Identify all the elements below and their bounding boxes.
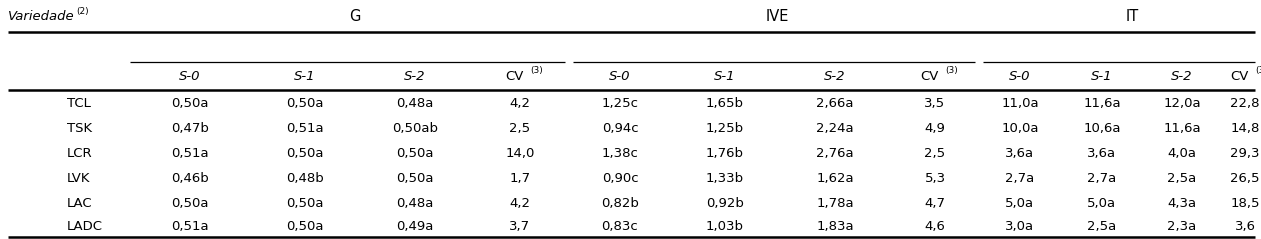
Text: 1,33b: 1,33b	[706, 172, 744, 185]
Text: S-1: S-1	[1091, 70, 1112, 82]
Text: S-2: S-2	[825, 70, 846, 82]
Text: 3,7: 3,7	[509, 220, 531, 233]
Text: 1,76b: 1,76b	[706, 147, 744, 160]
Text: 0,83c: 0,83c	[601, 220, 638, 233]
Text: 0,50a: 0,50a	[396, 147, 434, 160]
Text: 18,5: 18,5	[1231, 197, 1260, 210]
Text: 5,0a: 5,0a	[1005, 197, 1034, 210]
Text: 2,5a: 2,5a	[1168, 172, 1197, 185]
Text: LVK: LVK	[67, 172, 91, 185]
Text: 0,48b: 0,48b	[286, 172, 324, 185]
Text: 1,38c: 1,38c	[601, 147, 638, 160]
Text: 2,7a: 2,7a	[1005, 172, 1034, 185]
Text: 0,90c: 0,90c	[601, 172, 638, 185]
Text: S-2: S-2	[1171, 70, 1193, 82]
Text: CV: CV	[1229, 70, 1248, 82]
Text: Variedade: Variedade	[8, 10, 74, 22]
Text: 2,3a: 2,3a	[1168, 220, 1197, 233]
Text: 2,5: 2,5	[509, 122, 531, 135]
Text: 5,3: 5,3	[924, 172, 946, 185]
Text: 1,62a: 1,62a	[816, 172, 854, 185]
Text: 11,6a: 11,6a	[1083, 97, 1121, 110]
Text: CV: CV	[919, 70, 938, 82]
Text: 0,51a: 0,51a	[286, 122, 324, 135]
Text: S-0: S-0	[1009, 70, 1030, 82]
Text: (3): (3)	[530, 66, 542, 76]
Text: 0,50a: 0,50a	[286, 147, 324, 160]
Text: G: G	[349, 9, 361, 23]
Text: 0,50a: 0,50a	[396, 172, 434, 185]
Text: 0,94c: 0,94c	[601, 122, 638, 135]
Text: 0,50a: 0,50a	[286, 220, 324, 233]
Text: 2,7a: 2,7a	[1087, 172, 1117, 185]
Text: 4,3a: 4,3a	[1168, 197, 1197, 210]
Text: 2,5a: 2,5a	[1087, 220, 1117, 233]
Text: 11,0a: 11,0a	[1001, 97, 1039, 110]
Text: 10,6a: 10,6a	[1083, 122, 1121, 135]
Text: CV: CV	[504, 70, 523, 82]
Text: 0,48a: 0,48a	[396, 197, 434, 210]
Text: 0,50a: 0,50a	[171, 97, 209, 110]
Text: 0,50ab: 0,50ab	[392, 122, 438, 135]
Text: TSK: TSK	[67, 122, 92, 135]
Text: 0,50a: 0,50a	[286, 97, 324, 110]
Text: 3,6a: 3,6a	[1005, 147, 1034, 160]
Text: 0,92b: 0,92b	[706, 197, 744, 210]
Text: S-1: S-1	[714, 70, 735, 82]
Text: 1,25c: 1,25c	[601, 97, 638, 110]
Text: 4,9: 4,9	[924, 122, 946, 135]
Text: 0,50a: 0,50a	[286, 197, 324, 210]
Text: 1,65b: 1,65b	[706, 97, 744, 110]
Text: 0,51a: 0,51a	[171, 220, 209, 233]
Text: 2,66a: 2,66a	[816, 97, 854, 110]
Text: 29,3: 29,3	[1231, 147, 1260, 160]
Text: 0,47b: 0,47b	[171, 122, 209, 135]
Text: (3): (3)	[1255, 66, 1261, 76]
Text: 0,82b: 0,82b	[601, 197, 639, 210]
Text: LAC: LAC	[67, 197, 92, 210]
Text: 4,6: 4,6	[924, 220, 946, 233]
Text: 1,83a: 1,83a	[816, 220, 854, 233]
Text: 3,5: 3,5	[924, 97, 946, 110]
Text: 1,78a: 1,78a	[816, 197, 854, 210]
Text: S-0: S-0	[179, 70, 200, 82]
Text: LADC: LADC	[67, 220, 103, 233]
Text: 1,7: 1,7	[509, 172, 531, 185]
Text: (3): (3)	[944, 66, 958, 76]
Text: 0,51a: 0,51a	[171, 147, 209, 160]
Text: 14,0: 14,0	[506, 147, 535, 160]
Text: 3,6: 3,6	[1235, 220, 1256, 233]
Text: 4,0a: 4,0a	[1168, 147, 1197, 160]
Text: S-0: S-0	[609, 70, 630, 82]
Text: S-2: S-2	[405, 70, 426, 82]
Text: 0,48a: 0,48a	[396, 97, 434, 110]
Text: S-1: S-1	[294, 70, 315, 82]
Text: (2): (2)	[76, 6, 88, 16]
Text: 3,0a: 3,0a	[1005, 220, 1034, 233]
Text: 2,5: 2,5	[924, 147, 946, 160]
Text: IVE: IVE	[765, 9, 789, 23]
Text: 4,2: 4,2	[509, 97, 531, 110]
Text: 4,7: 4,7	[924, 197, 946, 210]
Text: IT: IT	[1126, 9, 1139, 23]
Text: TCL: TCL	[67, 97, 91, 110]
Text: 10,0a: 10,0a	[1001, 122, 1039, 135]
Text: 2,24a: 2,24a	[816, 122, 854, 135]
Text: 2,76a: 2,76a	[816, 147, 854, 160]
Text: 22,8: 22,8	[1231, 97, 1260, 110]
Text: LCR: LCR	[67, 147, 92, 160]
Text: 1,03b: 1,03b	[706, 220, 744, 233]
Text: 0,46b: 0,46b	[171, 172, 209, 185]
Text: 12,0a: 12,0a	[1163, 97, 1200, 110]
Text: 5,0a: 5,0a	[1087, 197, 1116, 210]
Text: 4,2: 4,2	[509, 197, 531, 210]
Text: 11,6a: 11,6a	[1163, 122, 1200, 135]
Text: 14,8: 14,8	[1231, 122, 1260, 135]
Text: 1,25b: 1,25b	[706, 122, 744, 135]
Text: 0,50a: 0,50a	[171, 197, 209, 210]
Text: 3,6a: 3,6a	[1087, 147, 1116, 160]
Text: 26,5: 26,5	[1231, 172, 1260, 185]
Text: 0,49a: 0,49a	[396, 220, 434, 233]
